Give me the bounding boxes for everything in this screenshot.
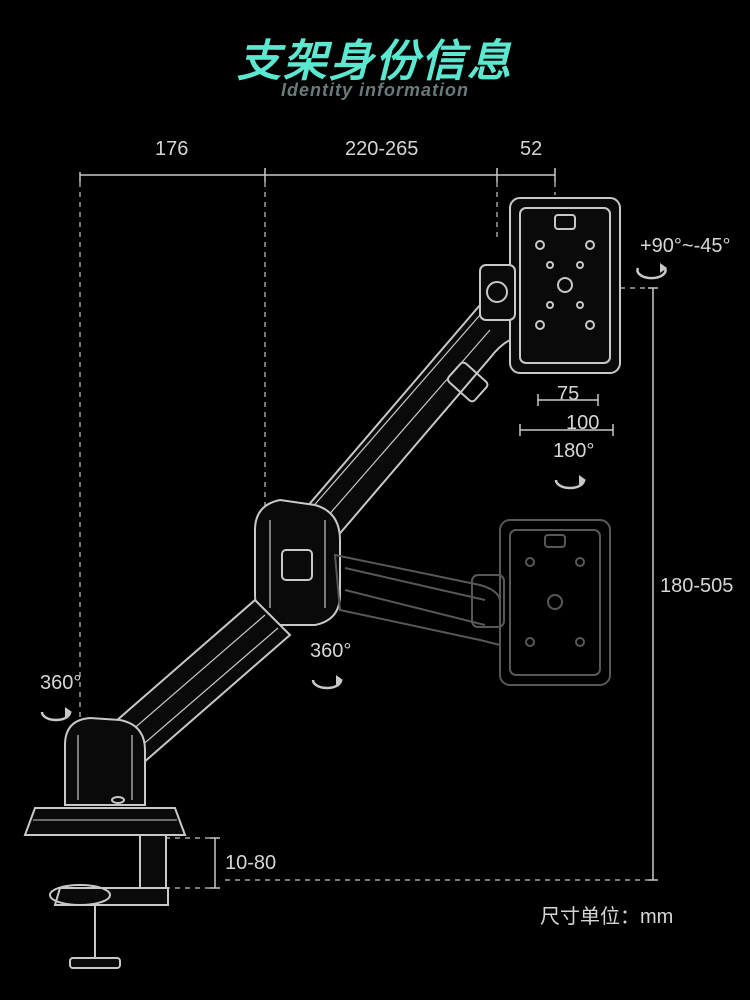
technical-diagram: [0, 0, 750, 1000]
